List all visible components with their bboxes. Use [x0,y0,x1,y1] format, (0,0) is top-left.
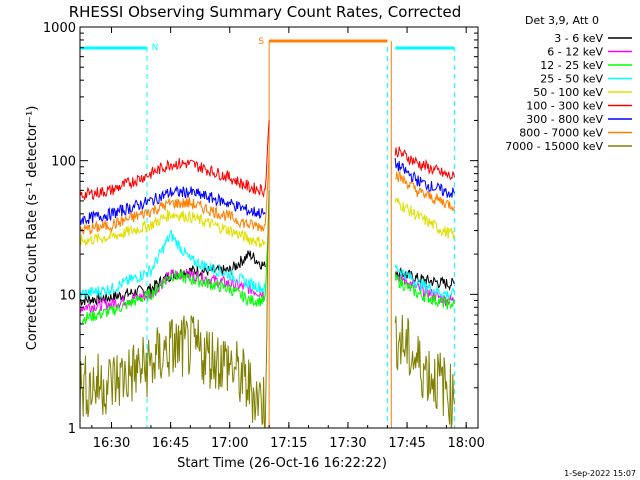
series-line [394,271,455,307]
plot-frame [79,26,479,429]
series-line [394,197,455,239]
series-line [79,200,270,325]
axes-layer: 16:30 16:45 17:00 17:15 17:30 17:45 18:00 1 10 10… [43,21,485,451]
x-tick-label: 16:30 [93,436,130,451]
footer-date: 1-Sep-2022 15:07 [564,469,636,478]
legend-label: 3 - 6 keV [554,32,603,45]
y-axis-label: Corrected Count Rate (s⁻¹ detector⁻¹) [25,106,40,351]
x-axis-label: Start Time (26-Oct-16 16:22:22) [177,456,387,471]
flag-label-s: S [258,37,264,47]
series-line [394,314,455,429]
x-tick-label: 17:00 [211,436,248,451]
series-line [395,171,455,212]
series-line [79,209,266,248]
legend-label: 6 - 12 keV [547,46,603,59]
legend-label: 50 - 100 keV [533,86,603,99]
y-tick-label: 10 [59,288,76,303]
marks-layer: NS [79,37,455,429]
legend-label: 12 - 25 keV [540,59,603,72]
legend-label: 25 - 50 keV [540,73,603,86]
legend-label: 7000 - 15000 keV [505,140,603,153]
series-line [394,146,455,181]
y-tick-label: 100 [51,155,76,170]
series-line [79,229,266,299]
flag-label-n: N [152,43,159,53]
x-tick-label: 17:15 [270,436,307,451]
y-tick-label: 1000 [43,21,76,36]
series-line [79,120,270,201]
series-line [394,273,455,310]
legend-label: 100 - 300 keV [526,100,603,113]
legend-label: 300 - 800 keV [526,113,603,126]
legend-label: 800 - 7000 keV [519,127,603,140]
legend-title: Det 3,9, Att 0 [525,14,599,27]
x-tick-label: 17:45 [388,436,425,451]
series-line [79,190,270,429]
series-line [79,185,266,225]
chart-title: RHESSI Observing Summary Count Rates, Co… [69,3,462,21]
x-tick-label: 17:30 [329,436,366,451]
series-line [79,150,270,236]
x-tick-label: 16:45 [152,436,189,451]
x-tick-label: 18:00 [447,436,484,451]
series-line [394,264,455,299]
series-line [394,157,455,198]
y-tick-label: 1 [68,422,76,437]
